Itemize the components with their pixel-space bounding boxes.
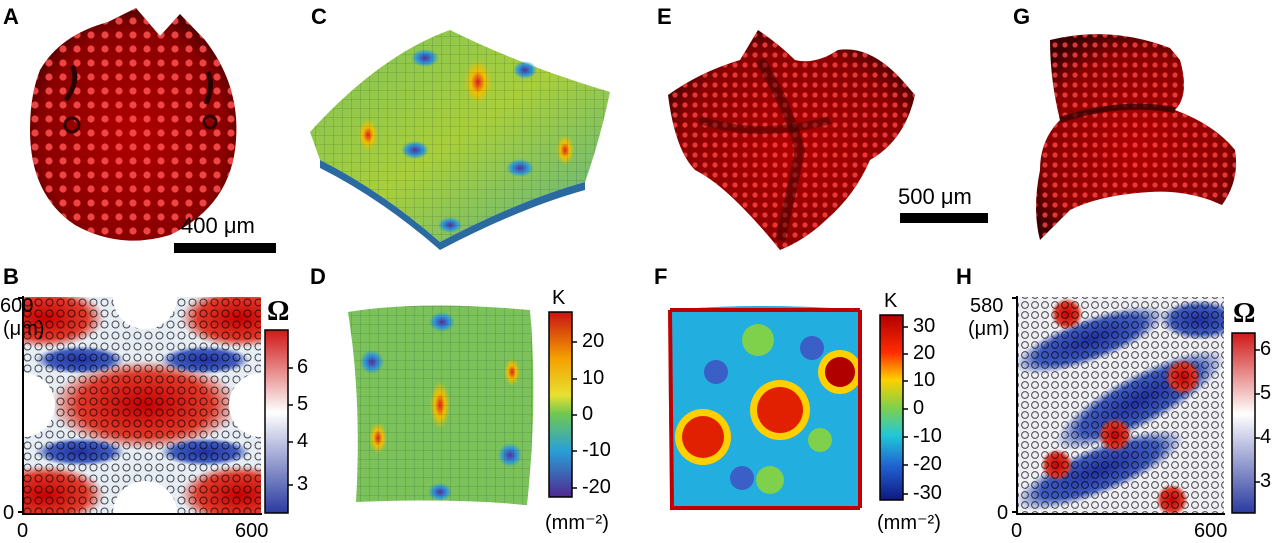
scale-bar-e-label: 500 μm xyxy=(898,184,972,209)
panel-b-cbar-tick: 3 xyxy=(297,473,309,495)
panel-f-cbar-tick: 10 xyxy=(913,369,936,391)
panel-h-y-tick-bottom: 0 xyxy=(997,502,1009,524)
panel-label-g: G xyxy=(1013,4,1031,29)
panel-d-map xyxy=(348,305,534,505)
panel-f-colorbar xyxy=(879,314,904,501)
panel-h-map xyxy=(1017,297,1224,513)
panel-g-image xyxy=(1036,34,1237,240)
panel-d-cbar-tick: 10 xyxy=(582,367,605,389)
panel-h-x-tick-left: 0 xyxy=(1011,520,1023,542)
panel-b-cbar-tick: 6 xyxy=(297,356,309,378)
panel-b-y-tick-bottom: 0 xyxy=(3,502,15,524)
panel-h-y-unit: (μm) xyxy=(968,318,1010,340)
panel-b-colorbar xyxy=(264,329,289,514)
panel-f-cbar-tick: 20 xyxy=(913,342,936,364)
scale-bar-a xyxy=(174,243,276,253)
panel-h-x-tick-right: 600 xyxy=(1194,520,1228,542)
scale-bar-a-label: 400 μm xyxy=(181,213,255,238)
panel-f-map xyxy=(668,306,862,510)
panel-f-colorbar-ticks xyxy=(903,326,908,495)
panel-b-cbar-tick: 5 xyxy=(297,393,309,415)
panel-h-cbar-tick: 4 xyxy=(1260,426,1272,448)
panel-b-x-tick-right: 600 xyxy=(235,520,269,542)
panel-d-colorbar-ticks xyxy=(572,341,577,489)
panel-f-cbar-tick: 30 xyxy=(913,315,936,337)
panel-label-c: C xyxy=(311,4,327,29)
panel-d-cbar-tick: 0 xyxy=(582,403,594,425)
panel-f-colorbar-symbol: K xyxy=(884,290,898,312)
panel-b-y-tick-top: 600 xyxy=(0,295,34,317)
panel-b-axes xyxy=(22,296,262,515)
panel-e-image xyxy=(668,30,915,250)
panel-h-axes xyxy=(1016,296,1225,515)
panel-d-cbar-tick: -20 xyxy=(582,476,611,498)
panel-h-colorbar xyxy=(1231,332,1256,514)
panel-h-colorbar-ticks xyxy=(1255,349,1260,483)
panel-label-b: B xyxy=(3,264,19,289)
panel-d-colorbar xyxy=(548,311,573,498)
panel-label-f: F xyxy=(654,264,668,289)
panel-f-cbar-tick: -30 xyxy=(913,482,942,504)
panel-h-cbar-tick: 3 xyxy=(1260,470,1272,492)
panel-d-cbar-tick: -10 xyxy=(582,439,611,461)
panel-h-cbar-tick: 5 xyxy=(1260,382,1272,404)
panel-b-colorbar-ticks xyxy=(288,367,293,486)
panel-f-cbar-tick: -20 xyxy=(913,453,942,475)
panel-a-image xyxy=(30,8,237,241)
panel-b-cbar-tick: 4 xyxy=(297,430,309,452)
panel-f-cbar-tick: 0 xyxy=(913,397,925,419)
panel-h-colorbar-symbol: Ω xyxy=(1233,298,1256,329)
panel-b-y-unit: (μm) xyxy=(3,318,45,340)
panel-d-cbar-tick: 20 xyxy=(582,330,605,352)
panel-f-cbar-tick: -10 xyxy=(913,425,942,447)
panel-b-colorbar-symbol: Ω xyxy=(267,296,290,327)
panel-label-e: E xyxy=(657,4,672,29)
panel-label-d: D xyxy=(310,264,326,289)
panel-label-h: H xyxy=(956,264,972,289)
panel-d-colorbar-unit: (mm⁻²) xyxy=(545,512,609,534)
panel-label-a: A xyxy=(3,4,19,29)
scale-bar-e xyxy=(900,213,988,223)
panel-d-colorbar-symbol: K xyxy=(552,287,566,309)
panel-b-x-tick-left: 0 xyxy=(17,520,29,542)
panel-h-cbar-tick: 6 xyxy=(1260,338,1272,360)
panel-h-y-tick-top: 580 xyxy=(970,295,1004,317)
panel-f-colorbar-unit: (mm⁻²) xyxy=(877,512,941,534)
panel-c-surface xyxy=(310,30,610,250)
panel-b-map xyxy=(23,297,261,513)
